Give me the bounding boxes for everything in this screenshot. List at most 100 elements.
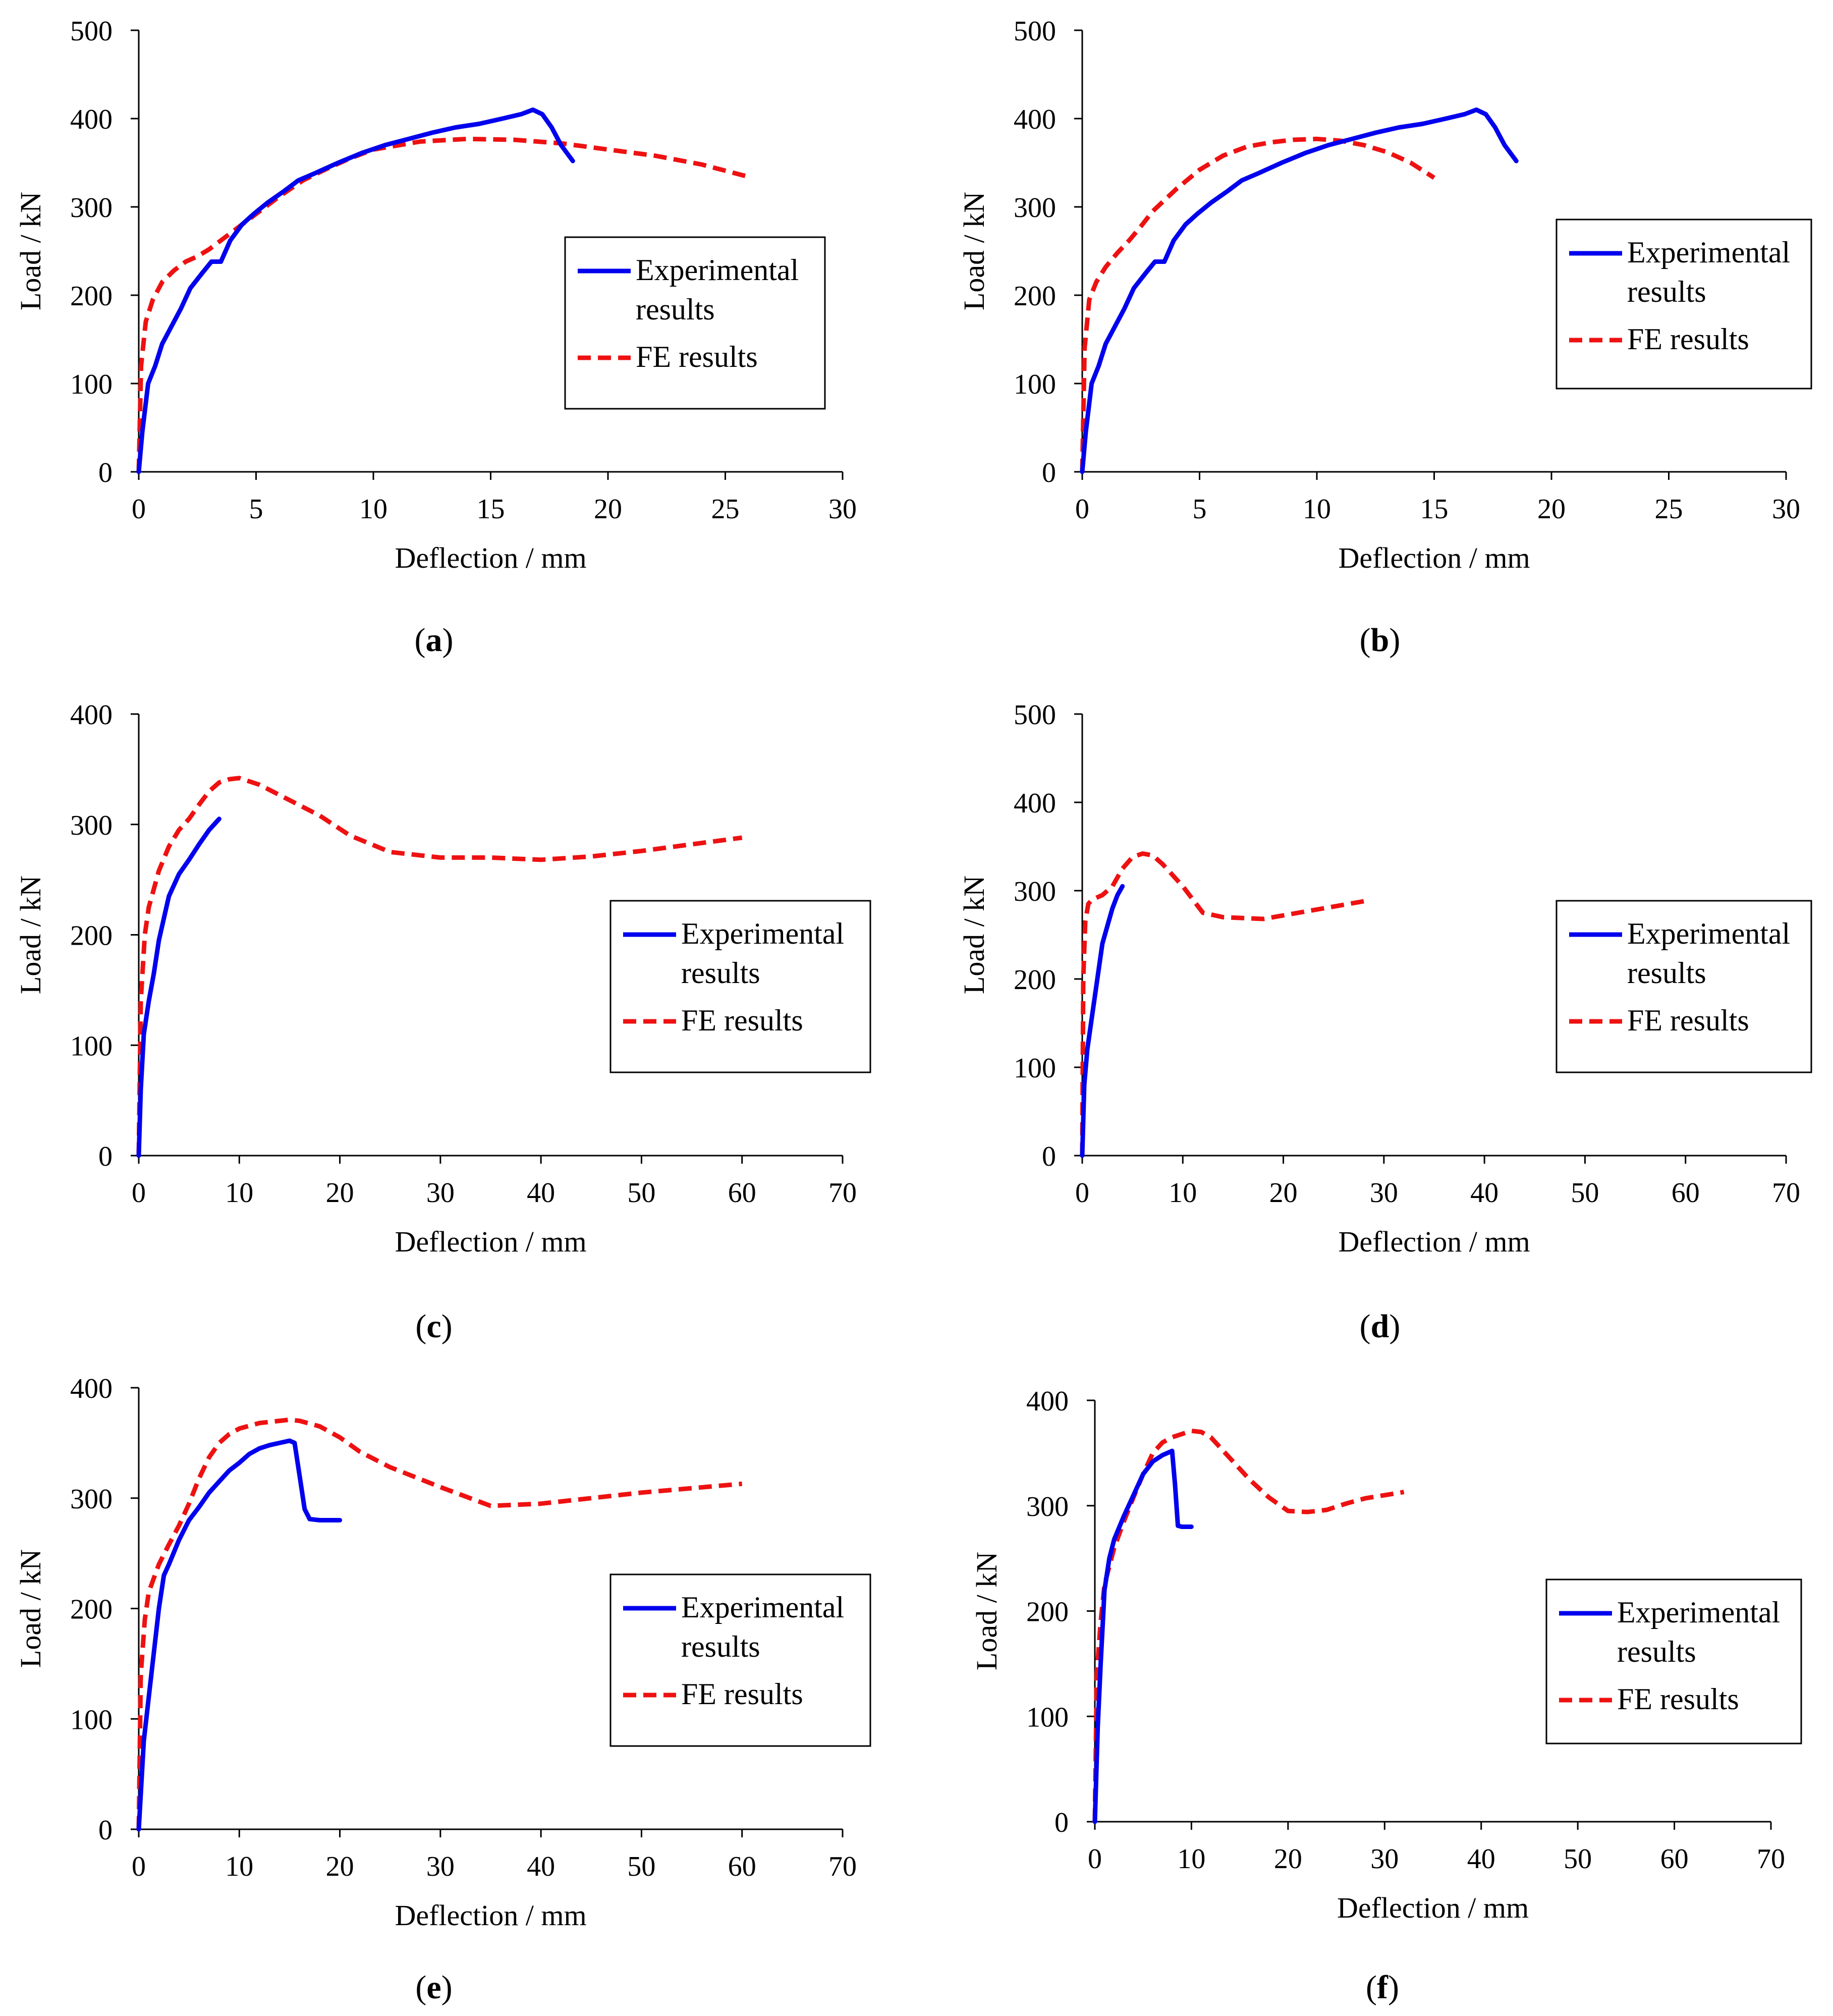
x-tick-label: 30 [1370, 1177, 1398, 1209]
x-tick-label: 70 [1772, 1177, 1800, 1209]
panel-caption: (f) [1366, 1969, 1399, 2006]
x-tick-label: 50 [1564, 1843, 1592, 1875]
legend: Experimental results FE results [609, 1573, 871, 1747]
x-tick-label: 20 [326, 1851, 354, 1882]
x-tick-label: 30 [426, 1851, 455, 1882]
y-tick-label: 0 [1042, 457, 1056, 488]
panel-caption: (e) [415, 1969, 452, 2006]
x-tick-label: 30 [426, 1177, 455, 1209]
legend-label-experimental: Experimental [1617, 1596, 1780, 1629]
y-tick-label: 400 [1026, 1386, 1069, 1417]
x-tick-label: 40 [1470, 1177, 1498, 1209]
y-axis-title: Load / kN [14, 1549, 47, 1668]
legend-label-fe: FE results [1627, 322, 1749, 356]
panel-caption: (b) [1360, 622, 1401, 659]
legend-box [609, 1573, 871, 1747]
panel-caption: (d) [1360, 1308, 1401, 1345]
legend-label-fe: FE results [681, 1004, 803, 1037]
y-tick-label: 0 [98, 457, 113, 488]
chart-panel-d: 0 100 200 300 400 500 0 10 20 30 40 50 60 70 Deflectio… [958, 699, 1812, 1345]
panel-caption: (c) [415, 1308, 452, 1345]
x-tick-label: 20 [1537, 494, 1566, 525]
y-tick-label: 500 [70, 16, 113, 47]
y-tick-label: 300 [70, 1484, 113, 1515]
x-tick-label: 60 [728, 1851, 756, 1882]
x-tick-label: 10 [1169, 1177, 1197, 1209]
y-tick-label: 100 [1026, 1702, 1069, 1733]
chart-panel-c: 0 100 200 300 400 0 10 20 30 40 50 60 70 Deflection /… [14, 699, 871, 1345]
experimental-series-line [136, 1438, 343, 1832]
x-tick-label: 50 [627, 1851, 655, 1882]
y-tick-label: 300 [1014, 876, 1056, 907]
fe-series-line [1092, 1429, 1405, 1822]
chart-panel-f: 0 100 200 300 400 0 10 20 30 40 50 60 70 Deflection /… [970, 1386, 1802, 2006]
legend-label-experimental-line2: results [1617, 1635, 1696, 1668]
legend-label-fe: FE results [681, 1677, 803, 1711]
x-tick-label: 70 [1757, 1843, 1785, 1875]
x-tick-label: 20 [594, 494, 622, 525]
caption-open: ( [1366, 1969, 1377, 2006]
fe-series-line [1080, 851, 1364, 1156]
x-tick-label: 60 [728, 1177, 756, 1209]
y-tick-label: 100 [70, 1030, 113, 1062]
x-tick-label: 10 [225, 1851, 253, 1882]
legend-label-experimental: Experimental [1627, 236, 1790, 269]
legend: Experimental results FE results [1556, 900, 1812, 1073]
x-axis-title: Deflection / mm [1338, 541, 1530, 574]
y-tick-label: 100 [70, 369, 113, 400]
x-tick-label: 0 [1075, 1177, 1089, 1209]
experimental-series-line [1092, 1448, 1194, 1824]
x-tick-label: 15 [477, 494, 505, 525]
x-tick-label: 60 [1672, 1177, 1700, 1209]
x-tick-label: 0 [1088, 1843, 1102, 1875]
x-tick-label: 25 [711, 494, 740, 525]
y-tick-label: 0 [1042, 1141, 1056, 1172]
legend: Experimental results FE results [564, 236, 826, 410]
y-tick-label: 0 [98, 1141, 113, 1172]
x-tick-label: 70 [828, 1177, 857, 1209]
y-tick-label: 400 [70, 104, 113, 135]
caption-letter: d [1371, 1308, 1390, 1345]
x-axis-title: Deflection / mm [395, 1225, 586, 1258]
y-axis-title: Load / kN [958, 876, 990, 994]
caption-letter: a [426, 622, 442, 659]
caption-open: ( [1360, 1308, 1371, 1345]
x-tick-label: 10 [1177, 1843, 1205, 1875]
x-tick-label: 30 [1772, 494, 1800, 525]
x-tick-label: 40 [527, 1177, 555, 1209]
y-axis-title: Load / kN [970, 1552, 1003, 1670]
experimental-series-line [1080, 107, 1519, 474]
caption-close: ) [1389, 622, 1400, 659]
y-tick-label: 200 [1014, 964, 1056, 996]
y-axis-title: Load / kN [14, 876, 47, 994]
legend-label-experimental: Experimental [1627, 917, 1790, 950]
x-tick-label: 40 [527, 1851, 555, 1882]
y-axis-title: Load / kN [14, 192, 47, 310]
x-axis-title: Deflection / mm [395, 541, 586, 574]
y-tick-label: 0 [98, 1815, 113, 1846]
caption-open: ( [415, 1969, 426, 2006]
x-tick-label: 30 [1370, 1843, 1399, 1875]
caption-close: ) [442, 622, 454, 659]
legend-label-experimental-line2: results [681, 956, 760, 990]
x-tick-label: 70 [828, 1851, 857, 1882]
y-tick-label: 100 [70, 1704, 113, 1735]
y-tick-label: 400 [1014, 788, 1056, 819]
legend-box [1545, 1578, 1802, 1745]
y-tick-label: 400 [1014, 104, 1056, 135]
legend-label-experimental: Experimental [681, 1591, 844, 1624]
caption-letter: e [426, 1969, 441, 2006]
caption-open: ( [1360, 622, 1371, 659]
legend: Experimental results FE results [1556, 219, 1812, 390]
legend-box [1556, 219, 1812, 390]
x-tick-label: 20 [1269, 1177, 1298, 1209]
legend-box [609, 900, 871, 1073]
caption-letter: c [426, 1308, 441, 1345]
y-tick-label: 300 [70, 810, 113, 841]
x-tick-label: 5 [1193, 494, 1207, 525]
y-tick-label: 200 [70, 281, 113, 312]
caption-close: ) [441, 1969, 453, 2006]
x-tick-label: 0 [132, 1177, 146, 1209]
legend-label-experimental-line2: results [1627, 956, 1706, 990]
caption-open: ( [415, 622, 426, 659]
